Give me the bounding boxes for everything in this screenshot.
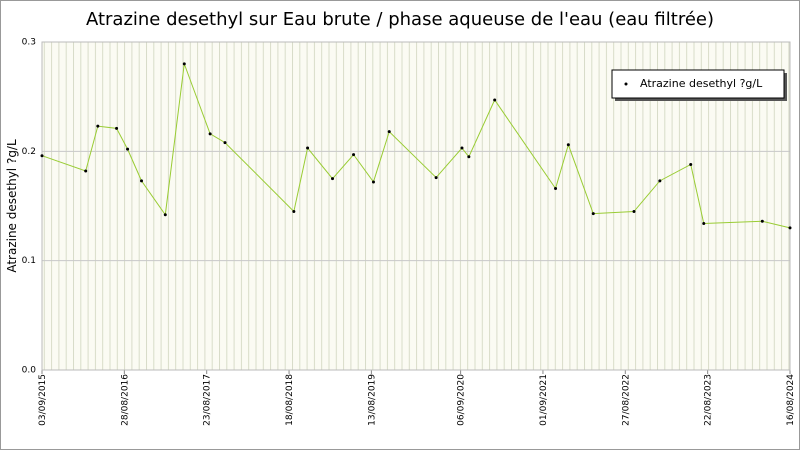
data-point bbox=[689, 162, 693, 166]
data-point bbox=[163, 213, 167, 217]
legend-label: Atrazine desethyl ?g/L bbox=[640, 77, 763, 90]
x-tick-label: 18/08/2018 bbox=[285, 374, 295, 426]
data-point bbox=[371, 180, 375, 184]
data-point bbox=[292, 209, 296, 213]
y-tick-label: 0.1 bbox=[22, 256, 36, 266]
data-point bbox=[208, 132, 212, 136]
data-point bbox=[115, 126, 119, 130]
data-point bbox=[182, 62, 186, 66]
x-tick-label: 23/08/2017 bbox=[203, 374, 213, 426]
data-point bbox=[96, 124, 100, 128]
data-point bbox=[658, 179, 662, 183]
legend-marker bbox=[624, 82, 628, 86]
y-tick-label: 0.3 bbox=[22, 38, 36, 48]
data-point bbox=[84, 169, 88, 173]
data-point bbox=[493, 98, 497, 102]
data-point bbox=[566, 143, 570, 147]
chart-title: Atrazine desethyl sur Eau brute / phase … bbox=[86, 9, 714, 30]
data-point bbox=[352, 153, 356, 157]
x-tick-label: 28/08/2016 bbox=[120, 374, 130, 426]
data-point bbox=[331, 177, 335, 181]
data-point bbox=[140, 179, 144, 183]
data-point bbox=[460, 146, 464, 150]
data-point bbox=[387, 130, 391, 134]
data-point bbox=[632, 209, 636, 213]
data-point bbox=[760, 219, 764, 223]
data-point bbox=[434, 176, 438, 180]
y-axis-label: Atrazine desethyl ?g/L bbox=[5, 139, 19, 273]
data-point bbox=[591, 212, 595, 216]
x-tick-label: 03/09/2015 bbox=[38, 374, 48, 426]
data-point bbox=[467, 155, 471, 159]
x-tick-label: 06/09/2020 bbox=[457, 374, 467, 426]
y-tick-label: 0.2 bbox=[22, 147, 36, 157]
x-tick-label: 13/08/2019 bbox=[367, 374, 377, 426]
x-tick-label: 16/08/2024 bbox=[786, 374, 796, 426]
y-tick-label: 0.0 bbox=[22, 366, 37, 376]
data-point bbox=[554, 187, 558, 191]
data-point bbox=[40, 154, 44, 158]
legend-box bbox=[611, 69, 785, 99]
data-point bbox=[788, 226, 792, 230]
x-tick-label: 22/08/2023 bbox=[704, 374, 714, 426]
data-point bbox=[306, 146, 310, 150]
data-point bbox=[223, 141, 227, 145]
data-point bbox=[126, 147, 130, 151]
data-point bbox=[702, 221, 706, 225]
x-tick-label: 01/09/2021 bbox=[539, 374, 549, 426]
plot-border bbox=[41, 41, 791, 371]
x-tick-label: 27/08/2022 bbox=[621, 374, 631, 426]
